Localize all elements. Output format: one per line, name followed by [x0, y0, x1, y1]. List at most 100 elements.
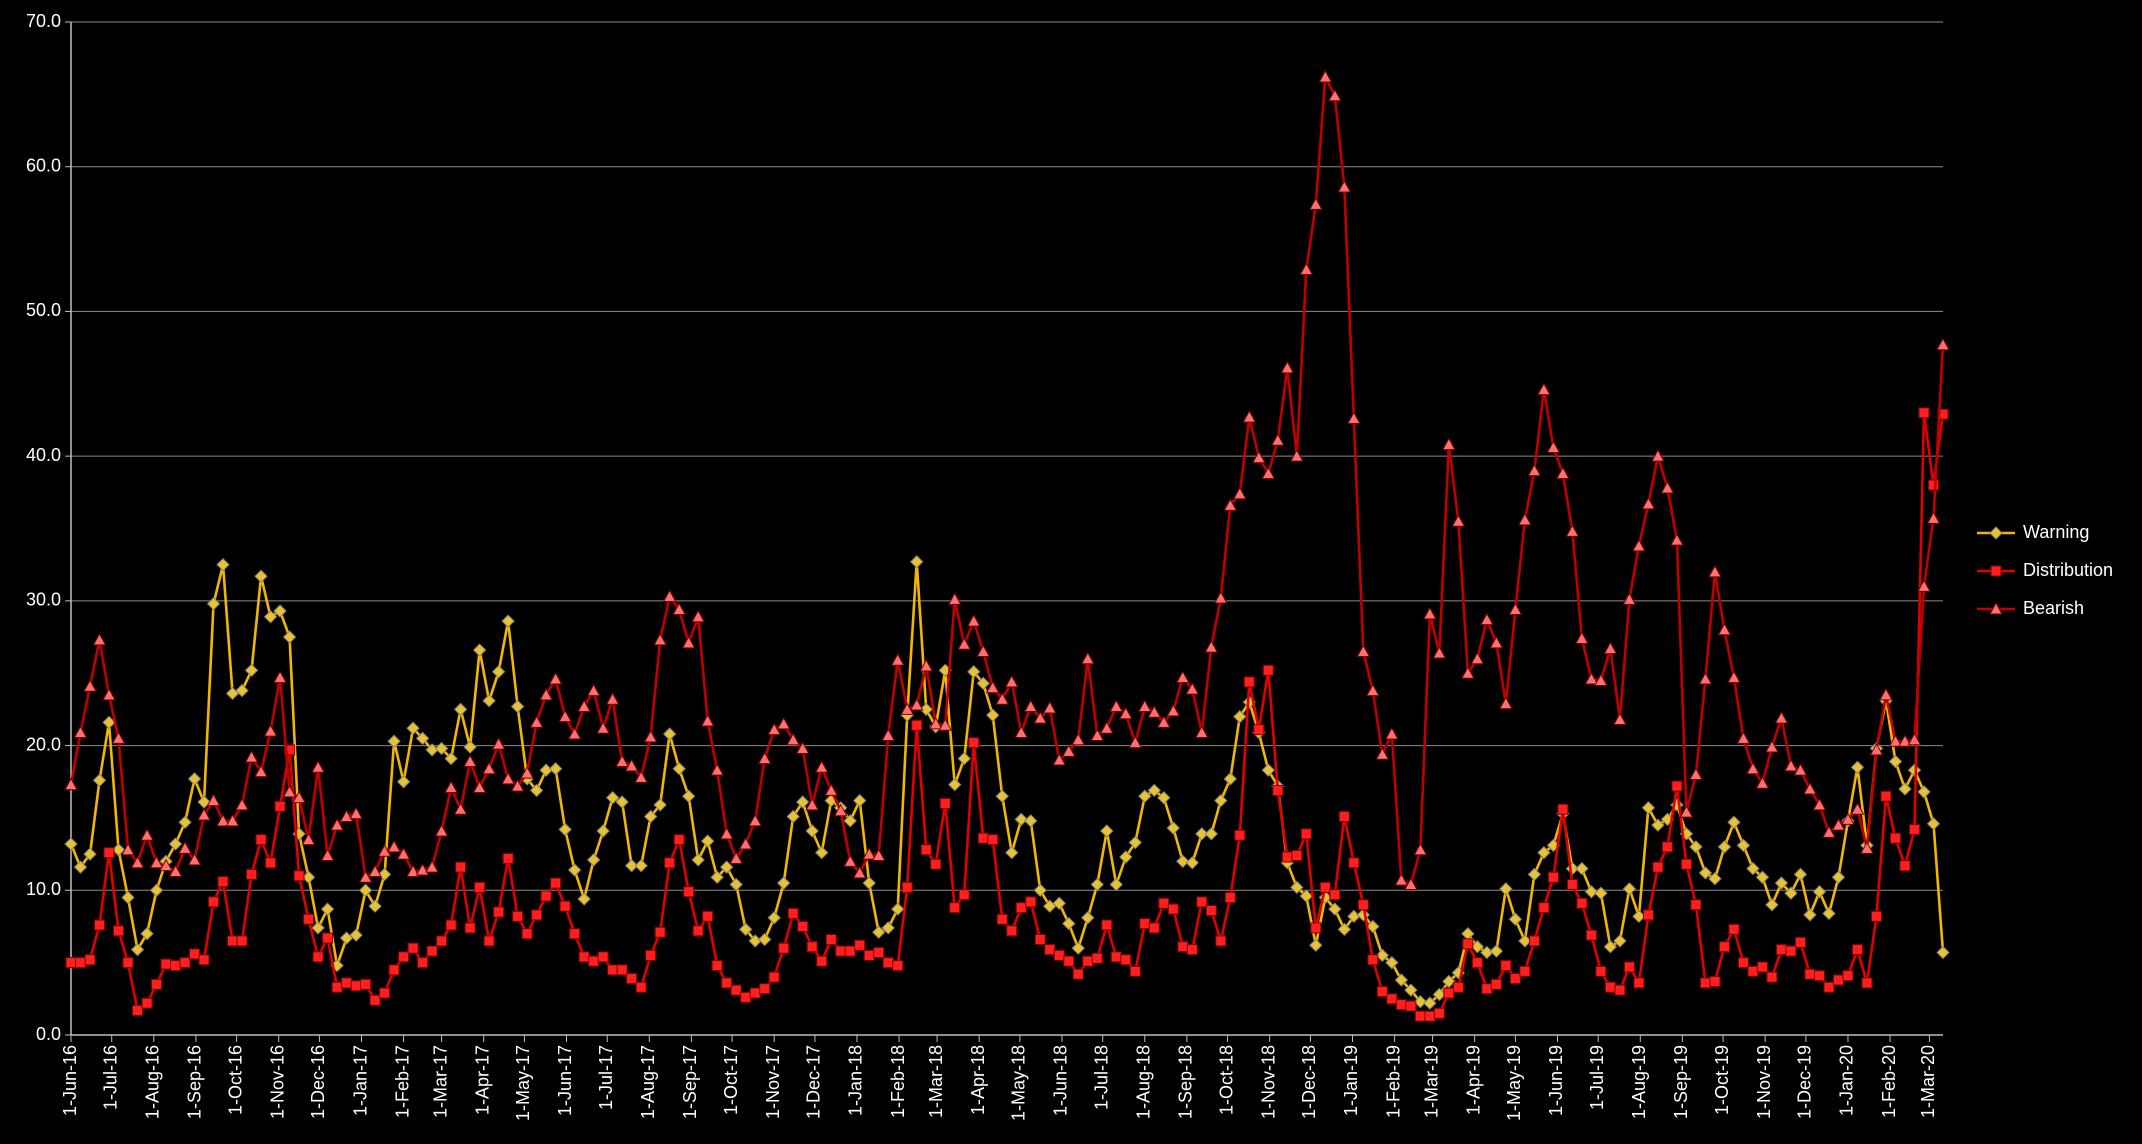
x-tick-label: 1-Sep-17: [680, 1045, 700, 1119]
data-point: [1623, 961, 1635, 973]
data-point: [455, 861, 467, 873]
data-point: [1499, 882, 1513, 896]
data-point: [1898, 782, 1912, 796]
data-point: [1232, 486, 1247, 500]
x-tick-label: 1-Dec-18: [1299, 1045, 1319, 1119]
data-point: [1157, 790, 1171, 805]
data-point: [1166, 703, 1181, 717]
data-point: [1233, 709, 1247, 724]
data-point: [463, 754, 477, 767]
data-point: [1784, 758, 1798, 772]
data-point: [178, 841, 192, 854]
data-point: [843, 814, 857, 828]
data-point: [217, 876, 229, 888]
data-point: [1490, 978, 1502, 990]
data-point: [567, 726, 582, 740]
data-point: [444, 751, 458, 766]
data-point: [1432, 645, 1447, 659]
data-point: [417, 957, 429, 969]
data-point: [1831, 870, 1846, 884]
data-point: [472, 780, 487, 794]
data-point: [1850, 802, 1865, 815]
data-point: [482, 761, 496, 775]
data-point: [987, 834, 999, 846]
data-point: [483, 935, 495, 947]
x-tick-label: 1-Mar-20: [1918, 1045, 1938, 1118]
legend-marker: [1990, 565, 2002, 577]
data-point: [1509, 973, 1521, 985]
data-point: [482, 694, 496, 708]
x-tick-label: 1-Jun-19: [1546, 1045, 1566, 1116]
data-point: [1604, 981, 1616, 993]
data-point: [910, 555, 924, 569]
data-point: [273, 604, 287, 618]
x-tick-label: 1-Sep-19: [1671, 1045, 1691, 1119]
data-point: [854, 939, 866, 951]
data-point: [577, 892, 591, 906]
data-point: [1300, 828, 1312, 840]
x-tick-label: 1-Nov-16: [267, 1045, 287, 1119]
data-point: [111, 731, 126, 744]
data-point: [653, 632, 667, 646]
x-tick-label: 1-Sep-18: [1176, 1045, 1196, 1119]
data-point: [616, 964, 628, 976]
data-point: [539, 687, 553, 701]
data-point: [1670, 533, 1684, 546]
data-point: [1926, 511, 1941, 524]
data-point: [814, 845, 829, 860]
data-point: [1118, 706, 1133, 720]
data-point: [170, 960, 182, 972]
data-point: [901, 881, 913, 893]
data-point: [1594, 673, 1608, 686]
data-point: [1025, 896, 1037, 908]
data-point: [607, 964, 619, 976]
data-point: [1033, 883, 1047, 897]
data-point: [132, 1004, 144, 1016]
data-point: [396, 775, 411, 789]
data-point: [635, 981, 647, 993]
data-point: [1812, 797, 1827, 811]
x-tick-label: 1-Feb-20: [1879, 1045, 1899, 1118]
data-point: [426, 945, 438, 957]
data-point: [1736, 731, 1751, 744]
data-point: [626, 973, 638, 985]
data-point: [1527, 867, 1542, 882]
data-point: [1728, 923, 1740, 935]
data-point: [1327, 88, 1342, 102]
data-point: [844, 945, 856, 957]
data-point: [948, 777, 962, 792]
data-point: [1014, 725, 1029, 739]
x-tick-label: 1-Dec-17: [804, 1045, 824, 1119]
data-point: [1147, 783, 1161, 798]
data-point: [673, 834, 685, 846]
data-point: [1546, 440, 1561, 453]
data-point: [491, 737, 506, 750]
data-point: [1880, 790, 1892, 802]
data-point: [1717, 840, 1732, 854]
data-point: [1585, 929, 1597, 941]
data-point: [1907, 732, 1922, 746]
x-tick-label: 1-Jul-18: [1091, 1045, 1111, 1110]
data-point: [1367, 954, 1379, 966]
data-point: [776, 716, 791, 730]
data-point: [1061, 744, 1076, 757]
data-point: [312, 951, 324, 963]
data-point: [1291, 850, 1303, 862]
data-point: [835, 945, 847, 957]
data-point: [805, 824, 819, 838]
data-point: [1671, 780, 1683, 792]
x-tick-label: 1-Apr-19: [1463, 1045, 1483, 1115]
data-point: [1889, 832, 1901, 844]
data-point: [871, 848, 886, 862]
data-point: [331, 981, 343, 993]
x-tick-label: 1-Nov-17: [763, 1045, 783, 1119]
data-point: [1329, 889, 1341, 901]
data-point: [463, 740, 477, 754]
data-point: [65, 957, 77, 969]
x-tick-label: 1-Jul-17: [596, 1045, 616, 1110]
data-point: [1185, 856, 1200, 870]
data-point: [719, 826, 734, 840]
data-point: [1917, 579, 1931, 592]
data-point: [1063, 955, 1075, 967]
data-point: [282, 784, 297, 798]
